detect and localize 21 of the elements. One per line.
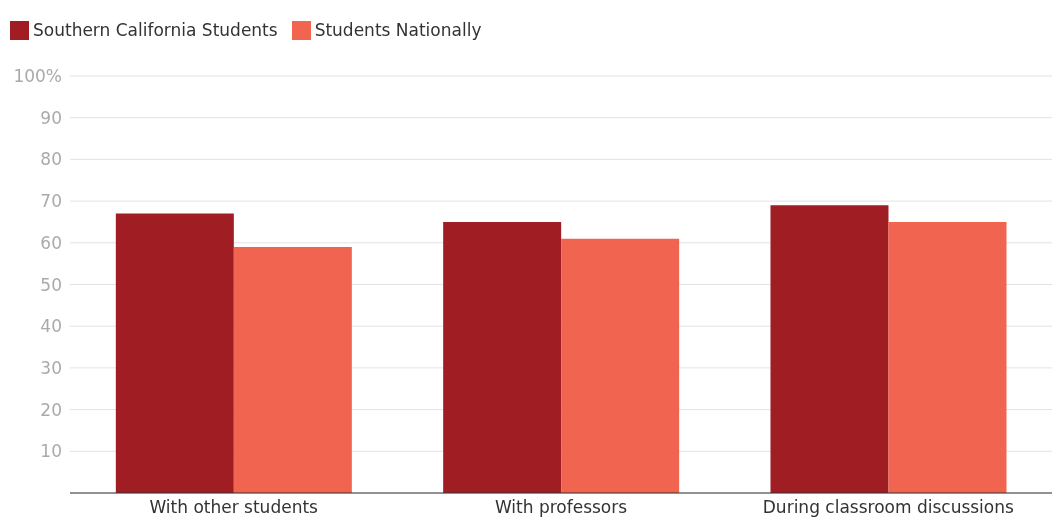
x-tick-label: With professors: [494, 497, 628, 518]
bar: [561, 238, 680, 493]
y-tick-label: 10: [40, 441, 62, 462]
bar: [233, 246, 352, 493]
bar: [443, 221, 562, 493]
legend-label: Southern California Students: [33, 20, 278, 40]
bar: [115, 213, 234, 493]
y-tick-label: 80: [40, 149, 62, 170]
x-tick-label: During classroom discussions: [762, 497, 1015, 518]
y-tick-label: 50: [40, 274, 62, 295]
bar: [888, 221, 1007, 493]
y-tick-label: 90: [40, 107, 62, 128]
bar: [770, 205, 889, 493]
y-tick-label: 40: [40, 316, 62, 337]
x-tick-label: With other students: [149, 497, 319, 518]
y-tick-label: 30: [40, 357, 62, 378]
y-tick-label: 60: [40, 232, 62, 253]
y-tick-label: 70: [40, 191, 62, 212]
y-tick-label: 20: [40, 399, 62, 420]
legend-label: Students Nationally: [314, 20, 482, 40]
y-tick-label: 100%: [13, 66, 62, 87]
